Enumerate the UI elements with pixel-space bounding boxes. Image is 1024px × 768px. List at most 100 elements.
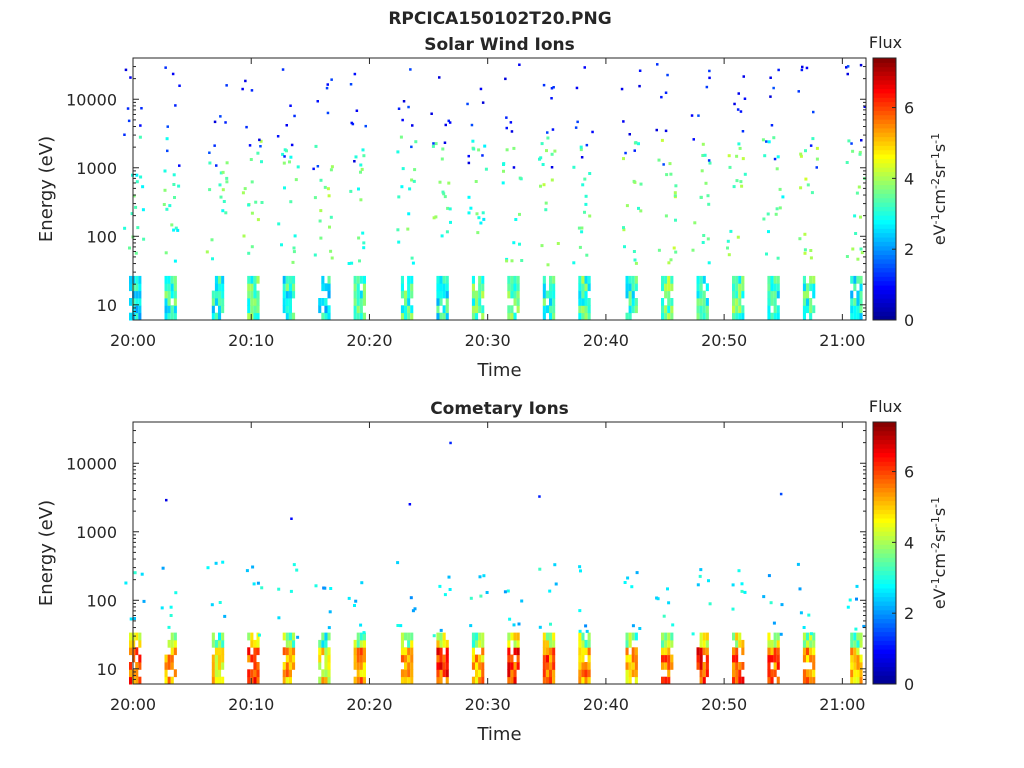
heatmap-cell <box>250 669 254 678</box>
heatmap-cell <box>139 175 143 179</box>
heatmap-cell <box>776 312 780 321</box>
colorbar-segment <box>873 553 896 558</box>
colorbar-segment <box>873 653 896 659</box>
heatmap-cell <box>802 290 806 299</box>
heatmap-cell <box>256 275 260 284</box>
heatmap-cell <box>288 669 292 678</box>
heatmap-cell <box>213 120 217 124</box>
heatmap-cell <box>221 639 225 648</box>
heatmap-cell <box>513 662 517 670</box>
heatmap-cell <box>666 73 669 77</box>
heatmap-cell <box>770 275 774 284</box>
heatmap-cell <box>439 654 443 663</box>
colorbar-segment <box>873 422 896 427</box>
heatmap-cell <box>281 68 285 71</box>
heatmap-cell <box>135 283 139 292</box>
heatmap-cell <box>518 242 521 246</box>
colorbar-segment <box>873 640 896 646</box>
heatmap-cell <box>327 626 331 630</box>
heatmap-cell <box>856 290 860 299</box>
heatmap-cell <box>699 676 703 685</box>
heatmap-cell <box>669 172 673 176</box>
heatmap-cell <box>218 601 222 604</box>
heatmap-cell <box>218 183 222 187</box>
x-tick-label: 20:00 <box>110 331 156 350</box>
heatmap-cell <box>773 647 777 656</box>
heatmap-cell <box>706 194 710 198</box>
heatmap-cell <box>128 246 131 250</box>
heatmap-cell <box>478 669 482 678</box>
colorbar-segment <box>873 276 896 282</box>
heatmap-cell <box>691 248 695 252</box>
heatmap-cell <box>482 574 486 578</box>
heatmap-cell <box>699 662 703 670</box>
heatmap-cell <box>294 178 298 182</box>
heatmap-cell <box>359 298 363 306</box>
heatmap-cell <box>803 232 807 236</box>
heatmap-cell <box>513 312 517 321</box>
heatmap-cell <box>809 632 813 641</box>
heatmap-cell <box>253 647 257 656</box>
heatmap-cell <box>283 148 287 152</box>
heatmap-cell <box>471 298 475 306</box>
heatmap-cell <box>407 662 411 670</box>
heatmap-cell <box>362 631 366 635</box>
heatmap-cell <box>361 148 365 152</box>
heatmap-cell <box>773 632 777 641</box>
heatmap-cell <box>702 639 706 648</box>
colorbar-segment <box>873 237 896 242</box>
heatmap-cell <box>859 669 863 678</box>
heatmap-cell <box>359 163 363 167</box>
heatmap-cell <box>767 140 771 144</box>
heatmap-cell <box>164 66 167 69</box>
heatmap-cell <box>353 160 356 163</box>
heatmap-cell <box>584 312 588 321</box>
heatmap-cell <box>439 639 443 648</box>
heatmap-cell <box>666 587 669 591</box>
heatmap-cell <box>767 647 771 656</box>
heatmap-cell <box>247 312 251 321</box>
heatmap-cell <box>657 248 661 252</box>
x-axis-label: Time <box>476 360 521 381</box>
heatmap-cell <box>812 662 816 670</box>
heatmap-cell <box>625 676 629 685</box>
heatmap-cell <box>703 153 707 157</box>
heatmap-cell <box>440 234 444 238</box>
heatmap-cell <box>634 632 638 641</box>
heatmap-cell <box>356 654 360 663</box>
heatmap-cell <box>772 86 775 90</box>
heatmap-cell <box>247 203 251 207</box>
heatmap-cell <box>448 207 452 211</box>
heatmap-cell <box>247 305 251 314</box>
colorbar-segment <box>873 504 896 510</box>
heatmap-cell <box>741 283 745 292</box>
heatmap-cell <box>475 662 479 670</box>
heatmap-cell <box>135 173 139 177</box>
heatmap-cell <box>432 142 435 145</box>
heatmap-cell <box>741 662 745 670</box>
heatmap-cell <box>538 625 542 629</box>
heatmap-cell <box>739 180 743 184</box>
heatmap-cell <box>628 312 632 321</box>
heatmap-cell <box>625 639 629 648</box>
colorbar-segment <box>873 79 896 85</box>
heatmap-cell <box>584 194 588 198</box>
heatmap-cell <box>439 275 443 284</box>
heatmap-cell <box>277 587 281 591</box>
heatmap-cell <box>321 275 325 284</box>
colorbar-segment <box>873 609 896 615</box>
heatmap-cell <box>444 123 447 127</box>
heatmap-cell <box>472 147 476 151</box>
heatmap-cell <box>581 639 585 648</box>
x-tick-label: 20:40 <box>583 331 629 350</box>
heatmap-cell <box>318 654 322 663</box>
heatmap-cell <box>628 632 632 641</box>
heatmap-cell <box>516 290 520 299</box>
heatmap-cell <box>708 602 712 606</box>
heatmap-cell <box>241 191 245 195</box>
heatmap-cell <box>704 181 708 185</box>
heatmap-cell <box>667 290 671 299</box>
heatmap-cell <box>142 599 146 603</box>
heatmap-cell <box>321 283 325 292</box>
heatmap-cell <box>139 124 142 127</box>
